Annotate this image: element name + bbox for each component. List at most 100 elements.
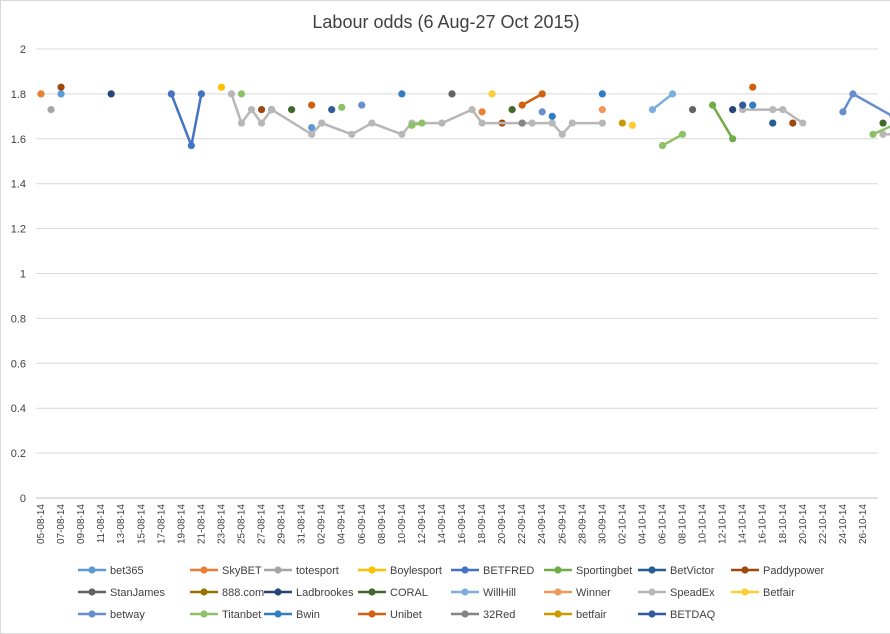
data-point bbox=[548, 112, 556, 120]
data-point bbox=[217, 83, 226, 91]
legend-item: Bwin bbox=[264, 609, 320, 621]
data-point bbox=[408, 121, 416, 129]
data-point bbox=[769, 119, 777, 127]
x-tick-label: 26-10-14 bbox=[858, 504, 869, 544]
data-point bbox=[368, 119, 376, 127]
data-point bbox=[318, 119, 326, 127]
legend-swatch-marker bbox=[88, 588, 96, 596]
data-point bbox=[648, 106, 657, 114]
data-point bbox=[288, 106, 296, 114]
data-point bbox=[358, 101, 366, 109]
series-line-segment bbox=[711, 103, 734, 141]
legend-label: totesport bbox=[296, 565, 339, 577]
legend-label: Sportingbet bbox=[576, 565, 632, 577]
y-tick-label: 0.6 bbox=[11, 358, 26, 370]
data-point bbox=[598, 106, 606, 114]
legend-item: CORAL bbox=[358, 587, 428, 599]
series-line-segment bbox=[370, 121, 404, 136]
x-tick-label: 16-09-14 bbox=[457, 504, 468, 544]
legend-label: 32Red bbox=[483, 609, 515, 621]
legend-label: Winner bbox=[576, 587, 611, 599]
series-speadex bbox=[227, 90, 890, 138]
data-point bbox=[257, 119, 266, 127]
data-point bbox=[598, 119, 606, 127]
data-point bbox=[227, 90, 236, 98]
data-point bbox=[749, 83, 757, 91]
data-point bbox=[47, 106, 55, 114]
data-point bbox=[739, 101, 747, 109]
data-point bbox=[729, 106, 737, 114]
data-point bbox=[418, 119, 426, 127]
y-axis: 0 0.2 0.4 0.6 0.8 1 1.2 1.4 1.6 1.8 2 bbox=[11, 44, 26, 505]
series-coral bbox=[288, 106, 887, 127]
series-line-segment bbox=[851, 92, 890, 117]
series-line-segment bbox=[270, 108, 313, 136]
x-tick-label: 22-09-14 bbox=[517, 504, 528, 544]
legend-label: SpeadEx bbox=[670, 587, 715, 599]
x-tick-label: 12-10-14 bbox=[718, 504, 729, 544]
x-tick-label: 09-08-14 bbox=[76, 504, 87, 544]
x-tick-label: 15-08-14 bbox=[136, 504, 147, 544]
x-tick-label: 11-08-14 bbox=[96, 504, 107, 544]
x-tick-label: 28-09-14 bbox=[577, 504, 588, 544]
legend-swatch-marker bbox=[368, 588, 376, 596]
data-point bbox=[448, 90, 456, 98]
x-tick-label: 04-09-14 bbox=[337, 504, 348, 544]
data-point bbox=[308, 130, 316, 138]
data-point bbox=[478, 108, 486, 116]
y-tick-label: 1.2 bbox=[11, 224, 26, 236]
legend-item: StanJames bbox=[78, 587, 166, 599]
legend-item: Winner bbox=[544, 587, 611, 599]
legend-item: Betfair bbox=[731, 587, 795, 599]
series-stanjames bbox=[448, 90, 697, 114]
legend-swatch-marker bbox=[368, 610, 376, 618]
legend-item: betfair bbox=[544, 609, 607, 621]
legend-label: Paddypower bbox=[763, 565, 824, 577]
legend-swatch-marker bbox=[274, 610, 282, 618]
series-line-segment bbox=[440, 108, 474, 125]
series-line-segment bbox=[230, 92, 243, 125]
x-tick-label: 18-10-14 bbox=[778, 504, 789, 544]
x-tick-label: 19-08-14 bbox=[176, 504, 187, 544]
series-unibet bbox=[308, 83, 757, 109]
data-point bbox=[568, 119, 576, 127]
y-tick-label: 1.8 bbox=[11, 89, 26, 101]
chart-title: Labour odds (6 Aug-27 Oct 2015) bbox=[312, 12, 579, 32]
x-tick-label: 14-10-14 bbox=[738, 504, 749, 544]
legend-swatch-marker bbox=[461, 588, 469, 596]
legend-item: WillHill bbox=[451, 587, 516, 599]
legend-item: 888.com bbox=[190, 587, 264, 599]
x-tick-label: 13-08-14 bbox=[116, 504, 127, 544]
x-tick-label: 26-09-14 bbox=[557, 504, 568, 544]
data-point bbox=[338, 103, 346, 111]
x-tick-label: 20-09-14 bbox=[497, 504, 508, 544]
series-betfair bbox=[488, 90, 637, 129]
series-sportingbet bbox=[709, 101, 737, 143]
y-tick-label: 0.2 bbox=[11, 448, 26, 460]
legend-label: StanJames bbox=[110, 587, 166, 599]
x-tick-label: 18-09-14 bbox=[477, 504, 488, 544]
legend-swatch-marker bbox=[554, 588, 562, 596]
series-betfair bbox=[618, 119, 626, 127]
legend-item: Unibet bbox=[358, 609, 422, 621]
legend-swatch-marker bbox=[200, 566, 208, 574]
legend-swatch-marker bbox=[648, 566, 656, 574]
x-tick-label: 23-08-14 bbox=[216, 504, 227, 544]
y-tick-label: 1.4 bbox=[11, 179, 26, 191]
legend-item: betway bbox=[78, 609, 145, 621]
x-tick-label: 27-08-14 bbox=[257, 504, 268, 544]
data-point bbox=[237, 90, 246, 98]
y-tick-label: 2 bbox=[20, 44, 26, 56]
data-point bbox=[879, 130, 887, 138]
data-point bbox=[779, 106, 787, 114]
legend-label: SkyBET bbox=[222, 565, 262, 577]
series-totesport bbox=[47, 106, 55, 114]
data-point bbox=[558, 130, 566, 138]
x-tick-label: 20-10-14 bbox=[798, 504, 809, 544]
data-point bbox=[518, 101, 526, 109]
data-point bbox=[308, 101, 316, 109]
x-tick-label: 08-09-14 bbox=[377, 504, 388, 544]
x-tick-label: 12-09-14 bbox=[417, 504, 428, 544]
